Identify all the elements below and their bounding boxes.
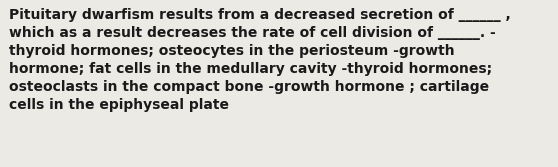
Text: Pituitary dwarfism results from a decreased secretion of ______ ,
which as a res: Pituitary dwarfism results from a decrea… xyxy=(9,8,511,112)
